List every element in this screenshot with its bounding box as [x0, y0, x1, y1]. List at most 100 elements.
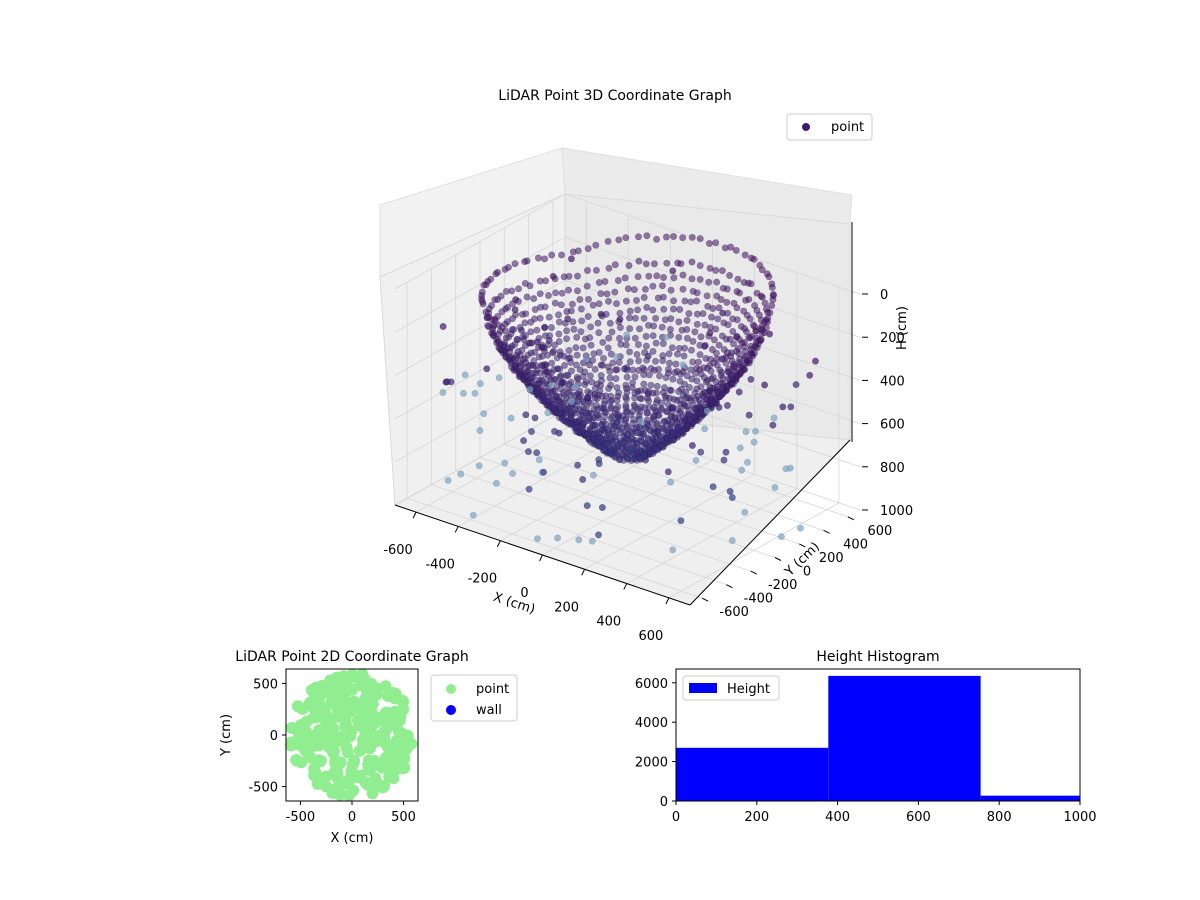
point-3d: [560, 361, 568, 369]
point-3d: [548, 359, 556, 367]
point-3d: [551, 299, 559, 307]
legend-3d-marker: [802, 123, 810, 131]
point-3d: [700, 389, 708, 397]
point-3d: [554, 534, 562, 542]
point-3d: [625, 261, 633, 269]
point-3d: [643, 419, 651, 427]
point-3d: [658, 424, 666, 432]
point-3d: [570, 325, 578, 333]
point-3d: [565, 272, 573, 280]
point-2d: [366, 760, 379, 773]
point-3d: [676, 370, 684, 378]
x-tick-label: -200: [468, 572, 498, 587]
point-3d: [705, 240, 713, 248]
point-3d: [582, 356, 590, 364]
point-3d: [675, 387, 683, 395]
point-3d: [623, 430, 631, 438]
point-3d: [796, 524, 804, 532]
point-3d: [564, 286, 572, 294]
point-3d: [691, 328, 699, 336]
point-3d: [547, 381, 555, 389]
point-3d: [652, 399, 660, 407]
z-tick-label: 600: [880, 418, 905, 433]
point-3d: [573, 333, 581, 341]
point-3d: [439, 322, 447, 330]
point-3d: [645, 272, 653, 280]
point-3d: [706, 264, 714, 272]
point-3d: [673, 419, 681, 427]
point-3d: [693, 320, 701, 328]
point-3d: [439, 388, 447, 396]
point-3d: [742, 296, 750, 304]
x-tick-mark: [454, 526, 459, 533]
point-3d: [707, 313, 715, 321]
point-3d: [617, 340, 625, 348]
point-3d: [741, 508, 749, 516]
point-3d: [697, 370, 705, 378]
plot-2d-y-label: Y (cm): [219, 714, 234, 757]
y-tick-label: -400: [744, 592, 774, 607]
point-3d: [515, 285, 523, 293]
point-3d: [671, 369, 679, 377]
point-3d: [735, 388, 743, 396]
point-3d: [551, 341, 559, 349]
point-3d: [763, 270, 771, 278]
point-3d: [567, 378, 575, 386]
point-3d: [645, 403, 653, 411]
point-3d: [626, 325, 634, 333]
point-3d: [737, 322, 745, 330]
point-3d: [471, 389, 479, 397]
point-3d: [612, 375, 620, 383]
point-2d: [384, 719, 397, 732]
histogram: Height Histogram 0 200 400 600 800 1000 0 2000 4…: [635, 649, 1097, 825]
y-tick-mark: [750, 570, 757, 575]
point-3d: [736, 444, 744, 452]
point-3d: [741, 251, 749, 259]
point-3d: [706, 329, 714, 337]
point-3d: [567, 397, 575, 405]
legend-3d-label: point: [831, 120, 864, 135]
point-3d: [738, 466, 746, 474]
point-3d: [544, 291, 552, 299]
point-3d: [650, 260, 658, 268]
point-3d: [647, 364, 655, 372]
point-3d: [588, 409, 596, 417]
histogram-title: Height Histogram: [816, 649, 939, 665]
point-3d: [509, 469, 517, 477]
y-tick-mark: [774, 557, 782, 561]
point-3d: [637, 387, 645, 395]
point-3d: [559, 389, 567, 397]
point-3d: [579, 344, 587, 352]
point-3d: [625, 348, 633, 356]
point-3d: [666, 325, 674, 333]
point-3d: [721, 244, 729, 252]
point-2d: [370, 688, 383, 701]
point-3d: [641, 285, 649, 293]
point-3d: [517, 326, 525, 334]
point-3d: [494, 337, 502, 345]
x-axis-label: X (cm): [491, 590, 537, 618]
point-3d: [557, 301, 565, 309]
point-3d: [691, 369, 699, 377]
point-3d: [584, 245, 592, 253]
point-3d: [597, 290, 605, 298]
point-2d: [353, 744, 366, 757]
point-3d: [679, 391, 687, 399]
point-3d: [523, 368, 531, 376]
plot-2d-x-tick-label: 500: [391, 810, 416, 825]
point-3d: [697, 448, 705, 456]
point-3d: [670, 297, 678, 305]
point-3d: [584, 295, 592, 303]
point-3d: [732, 246, 740, 254]
x-axis-line: [394, 504, 691, 606]
point-3d: [659, 273, 667, 281]
point-3d: [692, 456, 700, 464]
point-3d: [697, 333, 705, 341]
point-3d: [658, 323, 666, 331]
point-3d: [547, 323, 555, 331]
point-3d: [720, 319, 728, 327]
point-3d: [652, 314, 660, 322]
point-3d: [614, 403, 622, 411]
point-3d: [633, 350, 641, 358]
